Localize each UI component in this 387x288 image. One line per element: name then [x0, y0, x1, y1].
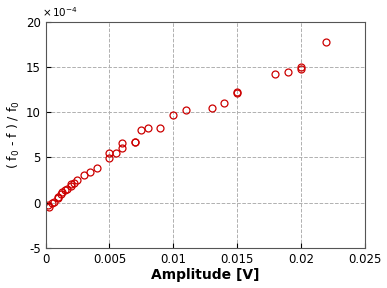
X-axis label: Amplitude [V]: Amplitude [V] [151, 268, 259, 283]
Text: $\times\,10^{-4}$: $\times\,10^{-4}$ [42, 5, 78, 19]
Y-axis label: ( f$_0$ - f ) / f$_0$: ( f$_0$ - f ) / f$_0$ [5, 100, 22, 169]
